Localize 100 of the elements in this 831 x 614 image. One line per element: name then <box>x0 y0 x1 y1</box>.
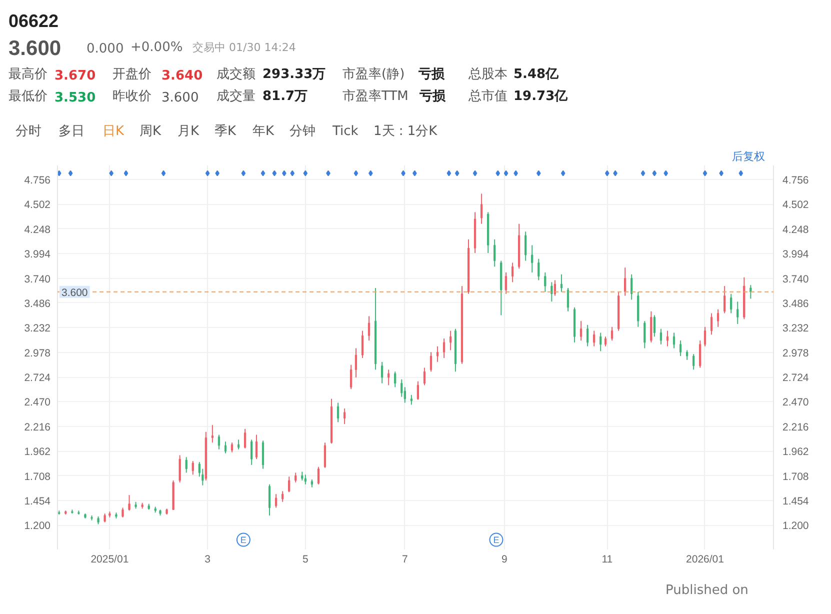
candlestick <box>586 324 589 347</box>
candlestick <box>550 282 553 302</box>
y-tick-label: 4.248 <box>24 224 51 236</box>
y2-tick-label: 2.724 <box>782 372 809 384</box>
candlestick <box>255 434 258 460</box>
text: 1天 : 1分K <box>374 124 438 139</box>
y-tick-label: 3.486 <box>24 298 51 310</box>
candlestick <box>262 440 264 470</box>
text: 最低价 <box>8 89 48 104</box>
candlestick <box>268 484 271 516</box>
text: 81.7万 <box>262 89 308 104</box>
candlestick <box>480 193 483 224</box>
candlestick <box>343 408 346 425</box>
y-tick-label: 2.216 <box>24 421 51 434</box>
candlestick <box>566 287 570 312</box>
candlestick <box>560 274 563 292</box>
candlestick <box>288 476 290 493</box>
y-tick-label: 2.470 <box>24 396 51 409</box>
candlestick <box>430 352 432 372</box>
text: +0.00% <box>130 40 183 55</box>
text: 昨收价 <box>112 89 152 104</box>
candlestick <box>450 330 452 351</box>
candlestick <box>653 314 656 338</box>
candlestick <box>730 293 732 314</box>
candlestick <box>436 346 439 362</box>
text: 市盈率TTM <box>342 88 408 104</box>
text: 多日 <box>58 124 84 139</box>
candlestick <box>230 442 234 453</box>
candlestick <box>211 424 214 444</box>
text: 分钟 <box>290 124 316 139</box>
candlestick <box>304 474 306 485</box>
x-tick-label: 5 <box>302 554 308 566</box>
candlestick <box>218 434 220 450</box>
candlestick <box>699 340 702 368</box>
text: 分时 <box>16 124 42 139</box>
y-tick-label: 1.200 <box>24 520 51 532</box>
candlestick <box>666 330 669 347</box>
candlestick <box>324 442 326 468</box>
x-tick-label: 2026/01 <box>686 554 724 566</box>
text: 0.000 <box>86 42 124 56</box>
candlestick <box>716 308 720 328</box>
candlestick <box>538 258 540 281</box>
annotation: E <box>240 534 246 545</box>
y-tick-label: 1.708 <box>24 470 51 483</box>
y2-tick-label: 3.486 <box>782 298 809 310</box>
text: 亏损 <box>418 89 446 104</box>
candlestick <box>128 494 130 512</box>
y2-tick-label: 2.216 <box>782 421 809 434</box>
candlestick <box>336 402 340 423</box>
chart-title: 06622 <box>8 11 59 31</box>
x-tick-label: 7 <box>402 554 408 566</box>
candlestick <box>122 507 124 518</box>
candlestick <box>394 371 396 388</box>
text: 年K <box>252 124 274 139</box>
candlestick <box>610 326 614 341</box>
y-tick-label: 3.994 <box>24 248 51 261</box>
candlestick <box>580 320 582 341</box>
y-tick-label: 1.454 <box>24 496 51 508</box>
y2-tick-label: 1.962 <box>782 446 809 458</box>
candlestick <box>274 494 278 508</box>
text: 3.600 <box>8 37 62 60</box>
y-tick-label: 3.232 <box>24 322 51 335</box>
text: 最高价 <box>8 66 48 82</box>
y-tick-label: 4.502 <box>24 199 51 212</box>
text: Tick <box>332 124 359 139</box>
y2-tick-label: 2.978 <box>782 347 809 360</box>
candlestick <box>724 286 726 314</box>
y2-tick-label: 4.502 <box>782 199 809 212</box>
candlestick <box>368 316 370 341</box>
candlestick <box>185 456 188 474</box>
text: 总股本 <box>468 67 508 82</box>
text: 5.48亿 <box>514 67 560 82</box>
candlestick <box>192 460 194 476</box>
y-tick-label: 2.724 <box>24 372 51 384</box>
y2-tick-label: 3.232 <box>782 322 809 335</box>
candlestick <box>672 332 676 349</box>
candlestick <box>630 274 633 300</box>
y-tick-label: 1.962 <box>24 446 51 458</box>
x-tick-label: 2025/01 <box>90 554 129 566</box>
candlestick <box>178 454 181 483</box>
candlestick <box>624 267 626 296</box>
x-tick-label: 11 <box>602 554 613 566</box>
candlestick <box>679 340 682 357</box>
candlestick <box>350 364 352 390</box>
text: 后复权 <box>732 150 765 163</box>
candlestick <box>404 386 406 404</box>
candlestick <box>317 466 320 485</box>
candlestick <box>381 361 384 384</box>
y-tick-label: 4.756 <box>24 174 51 186</box>
candlestick <box>282 490 284 502</box>
candlestick <box>710 312 713 336</box>
y2-tick-label: 1.200 <box>782 520 809 532</box>
text: 亏损 <box>418 67 446 82</box>
candlestick <box>531 244 534 273</box>
text: 3.670 <box>54 68 96 84</box>
candlestick <box>250 439 253 466</box>
candlestick <box>750 284 752 300</box>
text: 3.640 <box>162 68 203 84</box>
ref-line-label: 3.600 <box>62 286 88 299</box>
y2-tick-label: 1.454 <box>782 496 809 508</box>
